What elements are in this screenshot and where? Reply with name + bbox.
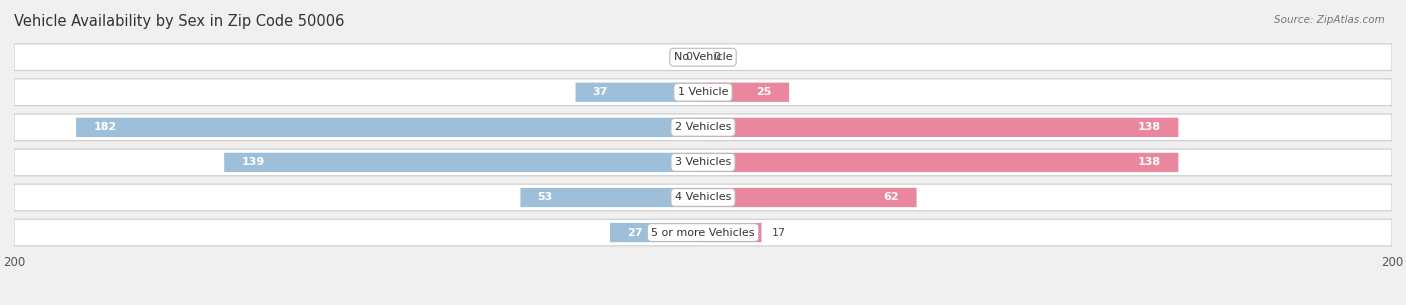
FancyBboxPatch shape: [14, 219, 1392, 246]
FancyBboxPatch shape: [610, 223, 703, 242]
Text: 0: 0: [713, 52, 720, 62]
Text: No Vehicle: No Vehicle: [673, 52, 733, 62]
FancyBboxPatch shape: [224, 153, 703, 172]
FancyBboxPatch shape: [14, 114, 1392, 141]
FancyBboxPatch shape: [76, 118, 703, 137]
FancyBboxPatch shape: [703, 118, 1178, 137]
FancyBboxPatch shape: [703, 83, 789, 102]
FancyBboxPatch shape: [520, 188, 703, 207]
FancyBboxPatch shape: [703, 153, 1178, 172]
Text: 17: 17: [772, 228, 786, 238]
FancyBboxPatch shape: [575, 83, 703, 102]
FancyBboxPatch shape: [14, 44, 1392, 70]
Text: 1 Vehicle: 1 Vehicle: [678, 87, 728, 97]
Text: 138: 138: [1137, 157, 1161, 167]
Text: 27: 27: [627, 228, 643, 238]
Text: 2 Vehicles: 2 Vehicles: [675, 122, 731, 132]
Text: 5 or more Vehicles: 5 or more Vehicles: [651, 228, 755, 238]
Text: Source: ZipAtlas.com: Source: ZipAtlas.com: [1274, 15, 1385, 25]
Text: 3 Vehicles: 3 Vehicles: [675, 157, 731, 167]
FancyBboxPatch shape: [703, 223, 762, 242]
FancyBboxPatch shape: [14, 149, 1392, 176]
Text: 182: 182: [93, 122, 117, 132]
Text: 62: 62: [884, 192, 900, 203]
Text: 53: 53: [537, 192, 553, 203]
Text: 25: 25: [756, 87, 772, 97]
Text: 37: 37: [593, 87, 609, 97]
Text: 0: 0: [686, 52, 693, 62]
Text: Vehicle Availability by Sex in Zip Code 50006: Vehicle Availability by Sex in Zip Code …: [14, 14, 344, 29]
Text: 4 Vehicles: 4 Vehicles: [675, 192, 731, 203]
FancyBboxPatch shape: [703, 188, 917, 207]
FancyBboxPatch shape: [14, 184, 1392, 211]
FancyBboxPatch shape: [14, 79, 1392, 106]
Text: 138: 138: [1137, 122, 1161, 132]
Text: 139: 139: [242, 157, 264, 167]
